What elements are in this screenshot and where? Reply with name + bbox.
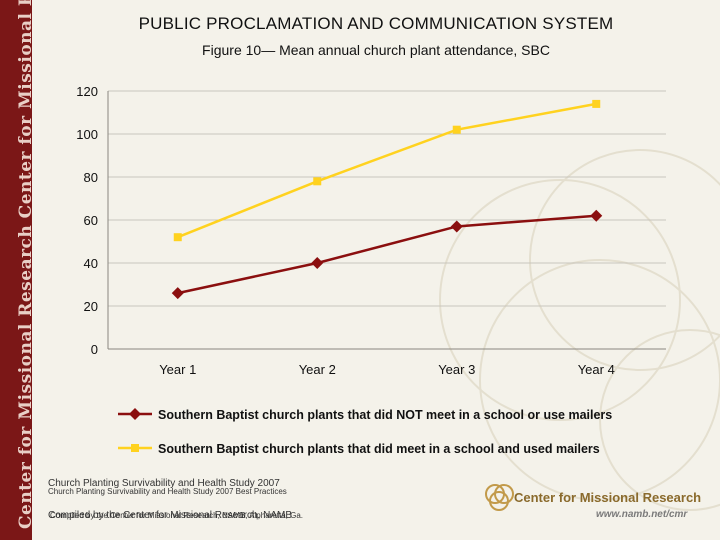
x-tick-label: Year 4	[578, 362, 615, 377]
y-tick-label: 40	[84, 256, 98, 271]
legend-marker	[129, 408, 141, 420]
y-tick-label: 100	[76, 127, 98, 142]
data-point	[592, 99, 601, 108]
series-line	[177, 102, 597, 239]
source-line-1: Church Planting Survivability and Health…	[48, 478, 280, 489]
data-point	[173, 233, 182, 242]
x-tick-label: Year 2	[299, 362, 336, 377]
sidebar-band: Center for Missional Research Center for…	[0, 0, 32, 540]
data-point	[313, 177, 322, 186]
x-tick-label: Year 1	[159, 362, 196, 377]
y-tick-label: 0	[91, 342, 98, 357]
series-line	[177, 214, 597, 295]
page-title: PUBLIC PROCLAMATION AND COMMUNICATION SY…	[138, 14, 614, 33]
logo-text: Center for Missional Research	[514, 490, 702, 505]
legend-label: Southern Baptist church plants that did …	[158, 442, 600, 456]
chart-title: Figure 10— Mean annual church plant atte…	[202, 42, 550, 58]
data-point	[450, 220, 463, 233]
y-tick-label: 120	[76, 84, 98, 99]
x-tick-label: Year 3	[438, 362, 475, 377]
data-point	[311, 257, 324, 269]
compiled-line-2: Compiled by the Center for Missional Res…	[50, 511, 303, 520]
data-point	[171, 287, 184, 300]
data-point	[590, 209, 603, 222]
y-tick-label: 80	[84, 170, 98, 185]
source-line-2: Church Planting Survivability and Health…	[48, 487, 287, 496]
data-point	[452, 125, 461, 134]
logo-url: www.namb.net/cmr	[596, 509, 688, 520]
legend-label: Southern Baptist church plants that did …	[158, 408, 612, 422]
logo-rings-icon	[485, 484, 514, 511]
compiled-line-1: Compiled by the Center for Missional Res…	[48, 510, 292, 521]
legend-marker	[131, 444, 139, 452]
y-tick-label: 60	[84, 213, 98, 228]
y-tick-label: 20	[84, 299, 98, 314]
